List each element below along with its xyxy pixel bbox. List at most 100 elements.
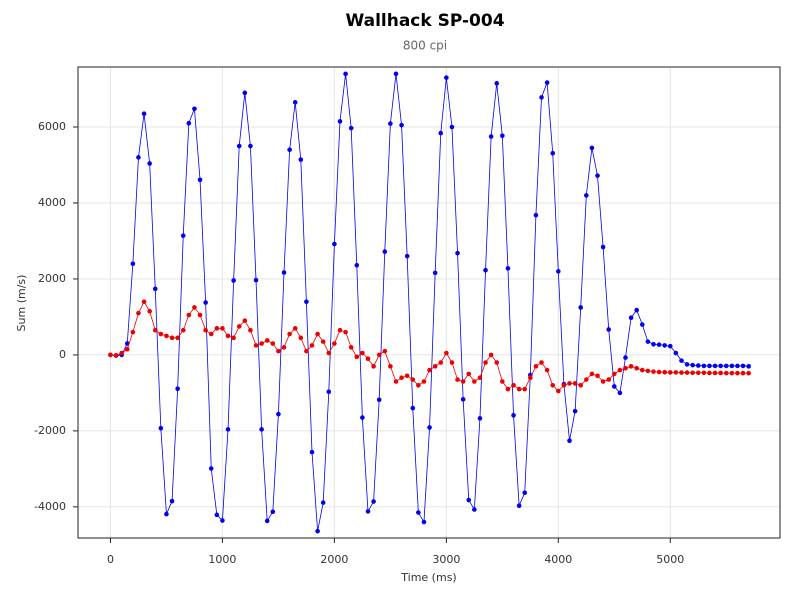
data-point (326, 350, 332, 356)
data-point (533, 364, 539, 369)
data-point (180, 327, 186, 333)
data-point (124, 346, 130, 352)
data-point (298, 157, 304, 162)
data-point (175, 335, 180, 341)
data-point (477, 375, 483, 381)
data-point (611, 384, 617, 389)
plot-frame (77, 66, 781, 539)
data-point (656, 342, 662, 347)
data-point (186, 120, 192, 126)
data-point (136, 155, 141, 160)
data-point (236, 324, 242, 329)
data-point (242, 318, 248, 324)
data-point (723, 370, 729, 376)
data-point (337, 119, 343, 124)
chart-subtitle: 800 cpi (403, 39, 447, 53)
data-point (270, 509, 276, 515)
x-axis-label: Time (ms) (400, 571, 456, 584)
data-point (472, 379, 477, 384)
data-point (393, 71, 399, 77)
data-point (220, 518, 225, 523)
data-point (399, 375, 404, 381)
data-point (416, 383, 421, 388)
x-tick-label: 5000 (656, 553, 684, 566)
data-point (740, 370, 746, 376)
plot-area (108, 71, 751, 534)
data-point (656, 369, 662, 375)
data-point (287, 147, 292, 153)
data-point (225, 333, 231, 339)
data-point (164, 333, 169, 339)
data-point (259, 427, 264, 432)
data-point (281, 270, 287, 275)
data-point (365, 509, 371, 514)
data-point (505, 266, 511, 271)
data-point (175, 386, 180, 392)
data-point (511, 383, 516, 388)
data-point (544, 80, 550, 85)
data-point (516, 386, 522, 392)
data-point (248, 143, 253, 149)
data-point (337, 327, 343, 333)
x-tick-label: 1000 (208, 553, 236, 566)
data-point (628, 315, 634, 320)
data-point (348, 125, 354, 131)
data-point (292, 100, 298, 105)
data-point (460, 397, 466, 402)
data-point (113, 352, 119, 358)
data-point (673, 350, 679, 356)
data-point (679, 370, 684, 375)
data-point (158, 425, 164, 431)
data-point (432, 270, 438, 276)
y-axis-label: Sum (m/s) (15, 275, 28, 332)
data-point (567, 438, 572, 444)
data-point (729, 370, 735, 376)
data-point (141, 111, 147, 117)
data-point (298, 335, 304, 341)
data-point (236, 143, 242, 149)
data-point (309, 343, 315, 348)
data-point (304, 348, 309, 354)
data-point (315, 528, 320, 534)
data-point (354, 354, 360, 360)
data-point (281, 345, 287, 350)
data-point (164, 511, 169, 517)
data-point (225, 427, 231, 432)
data-point (617, 390, 623, 396)
data-point (500, 379, 505, 384)
data-point (600, 244, 606, 250)
data-point (662, 343, 667, 348)
data-point (248, 327, 253, 333)
data-point (416, 510, 421, 515)
data-point (320, 500, 326, 505)
data-point (617, 367, 623, 373)
data-point (645, 339, 651, 344)
data-point (169, 498, 175, 504)
data-point (690, 362, 695, 368)
data-point (494, 81, 500, 86)
data-point (746, 364, 751, 369)
data-point (611, 371, 617, 377)
data-point (584, 193, 589, 198)
data-point (679, 358, 684, 363)
data-point (130, 261, 136, 267)
data-point (410, 405, 416, 411)
data-point (718, 370, 723, 376)
x-tick-label: 3000 (432, 553, 460, 566)
data-point (645, 368, 651, 374)
data-point (483, 267, 488, 273)
data-point (315, 331, 320, 337)
chart-title: Wallhack SP-004 (345, 11, 504, 31)
data-point (438, 130, 444, 136)
data-point (309, 449, 315, 455)
data-point (421, 519, 427, 525)
data-point (544, 367, 550, 373)
data-point (723, 363, 729, 369)
data-point (460, 379, 466, 384)
y-tick-label: 6000 (38, 120, 66, 133)
data-point (371, 499, 376, 504)
x-tick-label: 0 (107, 553, 114, 566)
data-point (634, 307, 639, 313)
data-point (494, 360, 500, 365)
